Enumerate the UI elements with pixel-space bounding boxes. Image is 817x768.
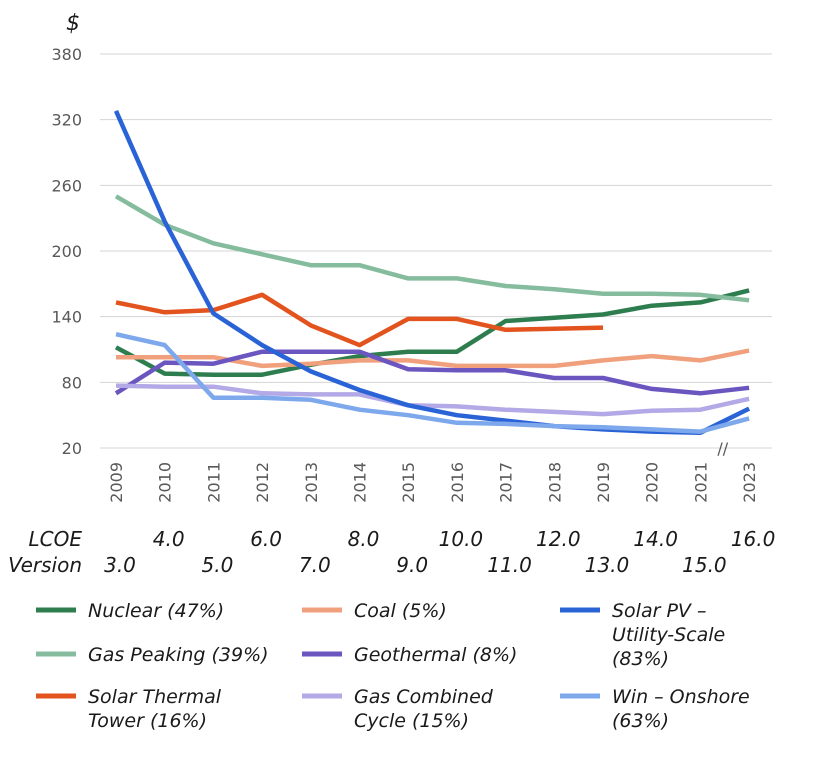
y-axis-unit-label: $	[66, 11, 80, 36]
y-tick-label: 200	[51, 242, 82, 261]
x-tick-label: 2023	[740, 462, 759, 503]
y-tick-label: 320	[51, 111, 82, 130]
legend-label: Tower (16%)	[88, 710, 207, 732]
x-tick-label: 2018	[545, 462, 564, 503]
y-tick-label: 140	[51, 308, 82, 327]
legend-label: (83%)	[612, 648, 669, 670]
series-line	[114, 349, 750, 396]
version-label: 7.0	[299, 553, 331, 577]
x-tick-label: 2021	[691, 462, 710, 503]
legend: Nuclear (47%) Gas Peaking (39%) Solar Ther…	[36, 600, 750, 732]
lcoe-version-row-label: LCOE Version	[8, 527, 82, 577]
version-row-label-line-2: Version	[8, 553, 82, 577]
legend-item: Win – Onshore(63%)	[560, 686, 750, 732]
y-tick-label: 20	[62, 439, 82, 458]
version-label: 5.0	[201, 553, 233, 577]
x-tick-label: 2013	[302, 462, 321, 503]
version-label: 14.0	[633, 527, 678, 551]
x-tick-label: 2009	[107, 462, 126, 503]
x-tick-label: 2015	[399, 462, 418, 503]
series-line	[113, 109, 751, 435]
x-tick-label: 2012	[253, 462, 272, 503]
version-label: 9.0	[396, 553, 428, 577]
axis-break-mark: //	[717, 439, 728, 458]
legend-label: Utility-Scale	[612, 624, 725, 646]
legend-label: Nuclear (47%)	[88, 600, 224, 622]
legend-item: Solar PV –Utility-Scale(83%)	[560, 600, 725, 670]
x-tick-label: 2017	[497, 462, 516, 503]
x-tick-label: 2019	[594, 462, 613, 503]
legend-label: Gas Combined	[354, 686, 494, 708]
legend-item: Gas Peaking (39%)	[36, 644, 269, 666]
series-line	[114, 288, 750, 377]
x-axis-tick-labels: 2009 2010 2011 2012 2013 2014 2015 2016 2017 2018…	[107, 462, 759, 503]
legend-label: Win – Onshore	[612, 686, 750, 708]
x-tick-label: 2016	[448, 462, 467, 503]
x-tick-label: 2014	[351, 462, 370, 503]
legend-item: Nuclear (47%)	[36, 600, 224, 622]
y-tick-label: 380	[51, 45, 82, 64]
y-tick-label: 260	[51, 176, 82, 195]
lcoe-version-labels: 3.0 4.0 5.0 6.0 7.0 8.0 9.0 10.011.012.013.014.…	[104, 527, 775, 577]
legend-item: Coal (5%)	[302, 600, 447, 622]
legend-item: Geothermal (8%)	[302, 644, 517, 666]
x-tick-label: 2020	[643, 462, 662, 503]
legend-label: Solar PV –	[612, 600, 706, 622]
series-line	[115, 332, 750, 434]
series-line	[116, 348, 750, 369]
version-label: 3.0	[104, 553, 136, 577]
version-row-label-line-1: LCOE	[29, 527, 83, 551]
version-label: 12.0	[536, 527, 581, 551]
x-tick-label: 2011	[204, 462, 223, 503]
series-line	[114, 194, 750, 303]
series-line	[115, 383, 750, 417]
series-lines	[113, 109, 751, 435]
legend-label: Geothermal (8%)	[354, 644, 517, 666]
version-label: 16.0	[731, 527, 776, 551]
version-label: 13.0	[585, 553, 630, 577]
version-label: 11.0	[487, 553, 532, 577]
series-line	[115, 292, 604, 348]
legend-label: Solar Thermal	[88, 686, 222, 708]
version-label: 10.0	[439, 527, 484, 551]
version-label: 4.0	[153, 527, 185, 551]
legend-label: Gas Peaking (39%)	[88, 644, 269, 666]
version-label: 6.0	[250, 527, 282, 551]
y-tick-label: 80	[62, 373, 82, 392]
x-tick-label: 2010	[156, 462, 175, 503]
version-label: 8.0	[348, 527, 380, 551]
version-label: 15.0	[682, 553, 727, 577]
y-axis-tick-labels: 20 80 140 200 260 320 380	[51, 45, 82, 458]
legend-label: (63%)	[612, 710, 669, 732]
legend-label: Cycle (15%)	[354, 710, 469, 732]
legend-label: Coal (5%)	[354, 600, 447, 622]
